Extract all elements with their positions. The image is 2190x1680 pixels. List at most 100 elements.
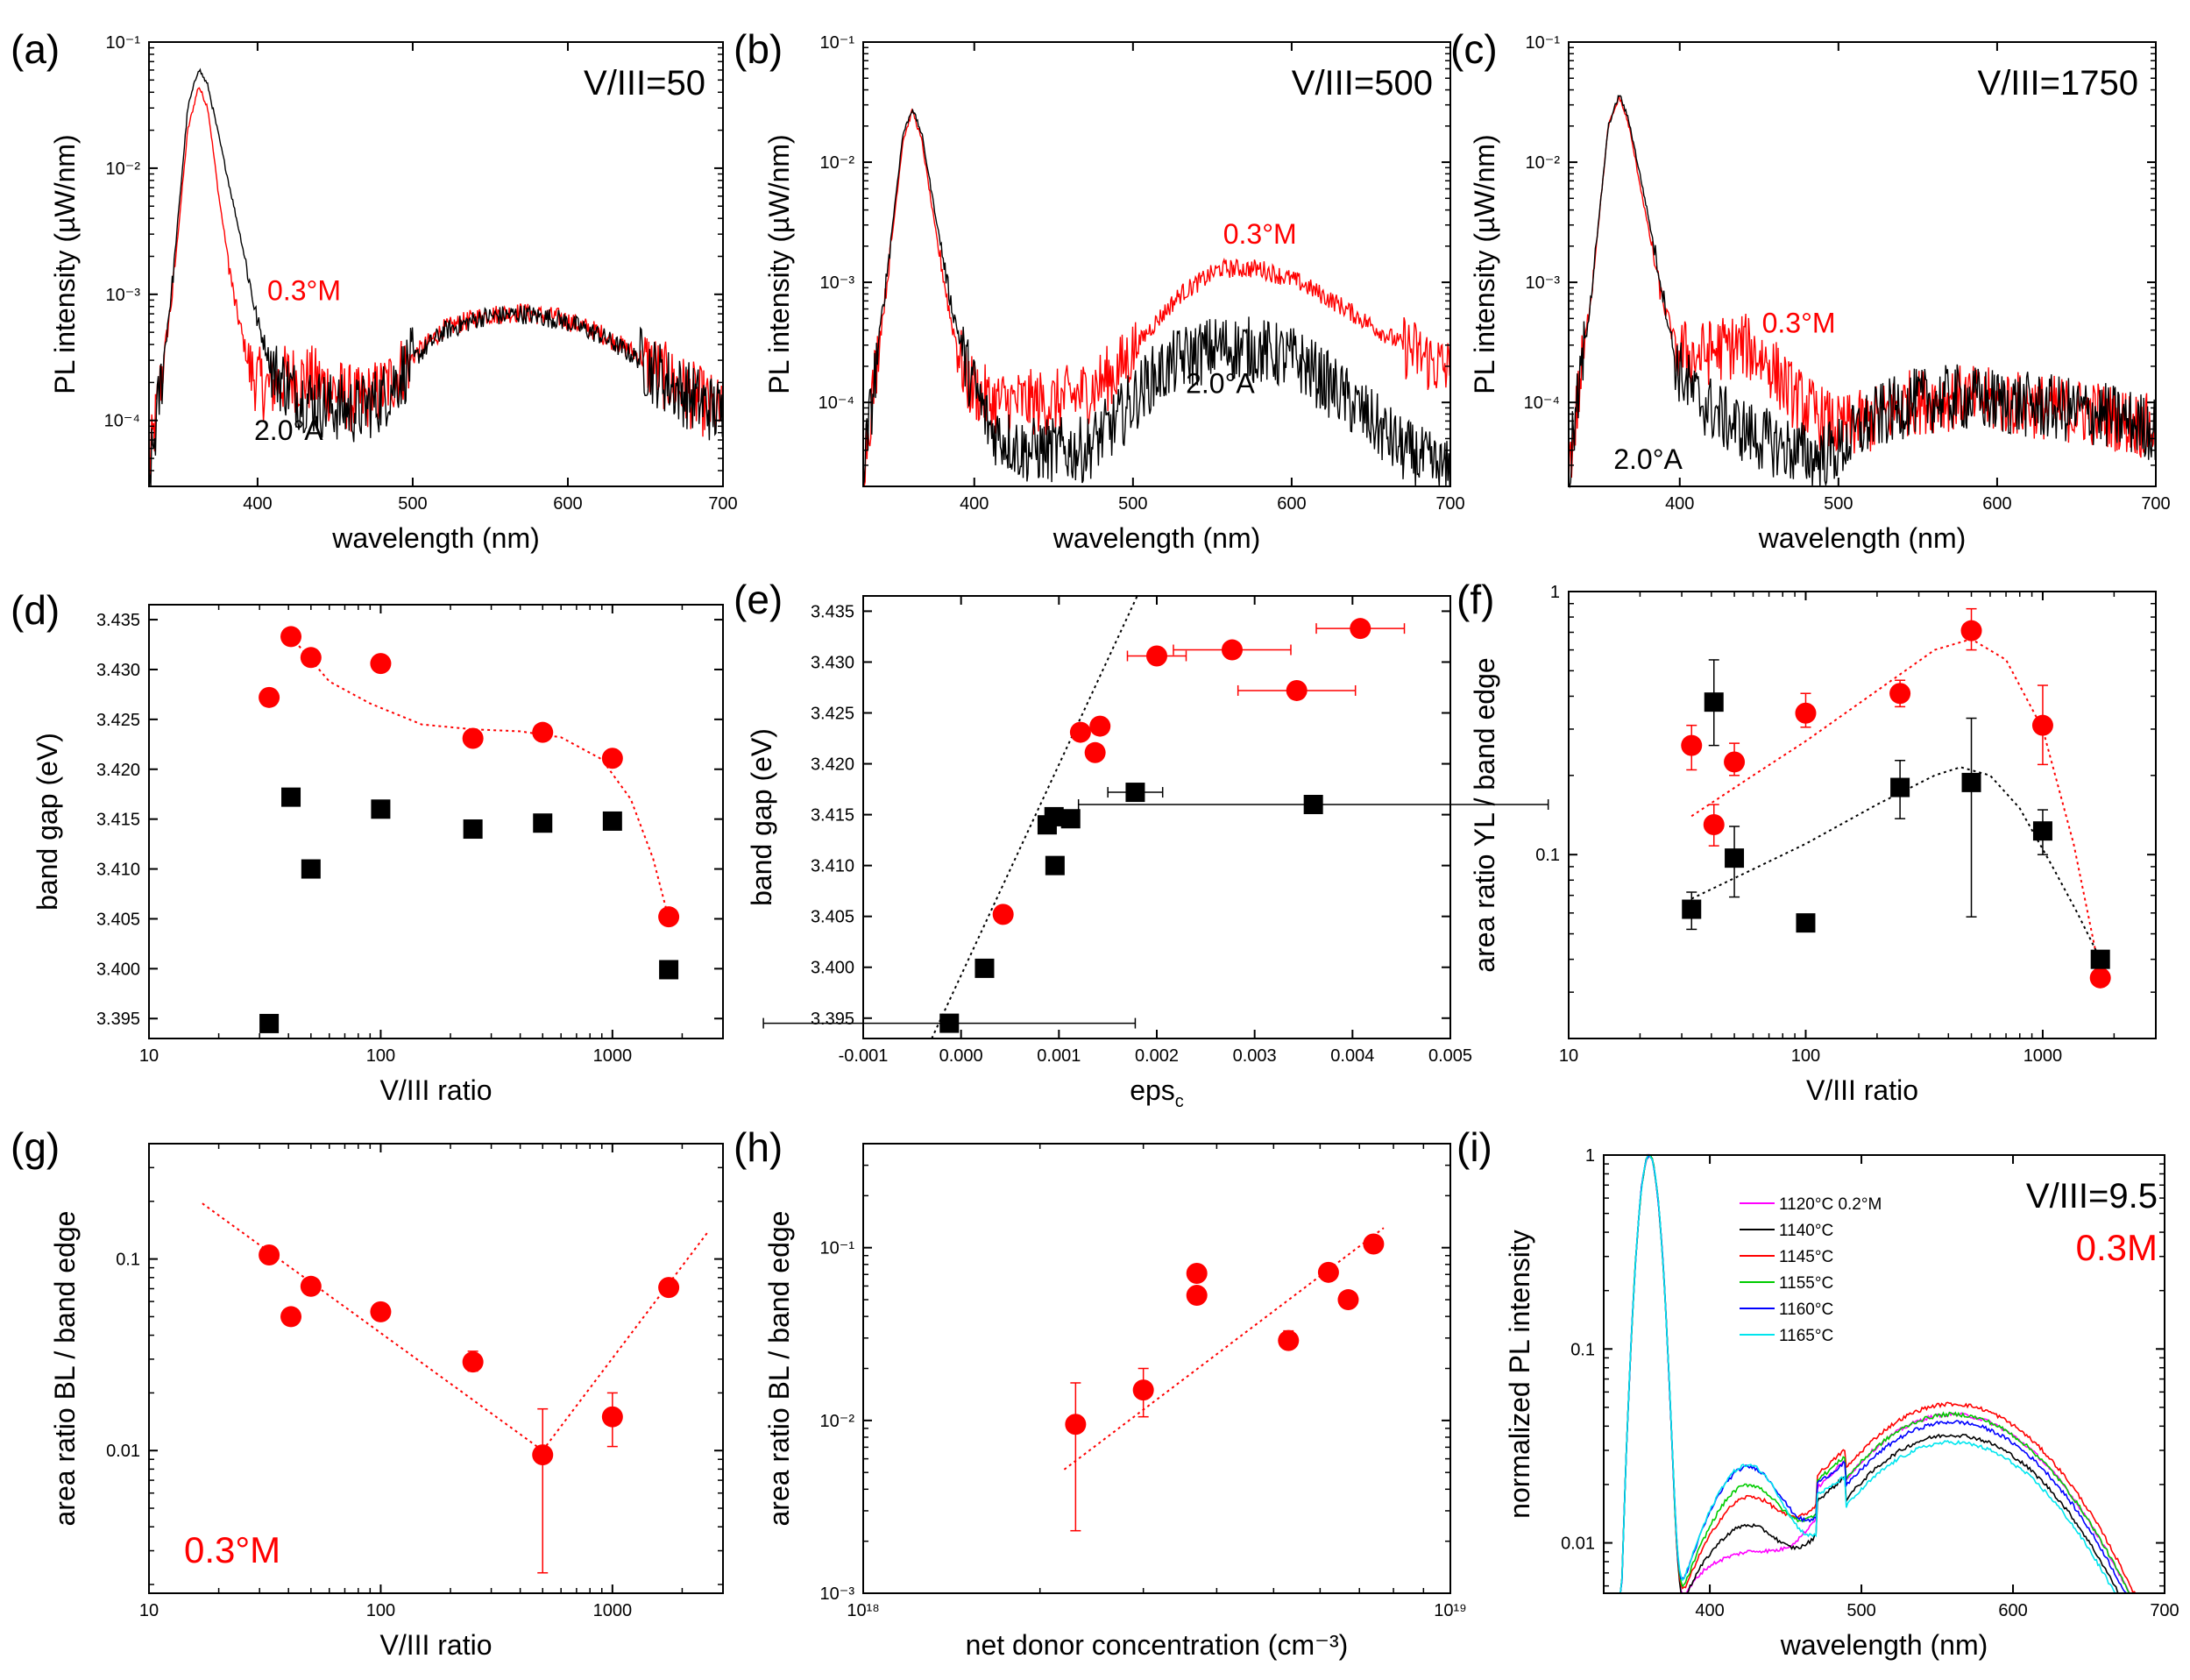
x-tick-label: 700	[708, 494, 737, 514]
data-point-square	[533, 813, 553, 833]
y-tick-label: 3.430	[96, 661, 140, 680]
data-point-square	[1725, 848, 1745, 868]
x-axis-label: V/III ratio	[379, 1074, 492, 1106]
data-point-circle	[1960, 620, 1982, 642]
y-tick-label: 3.400	[811, 959, 854, 978]
panel-label: (h)	[734, 1124, 783, 1170]
plot-frame	[862, 41, 1451, 487]
series-line	[1604, 1154, 2165, 1594]
x-tick-label: 500	[1118, 494, 1147, 514]
y-axis-label: PL intensity (µW/nm)	[49, 134, 81, 393]
y-tick-label: 3.415	[811, 806, 854, 826]
data-point-circle	[601, 748, 623, 769]
data-point-square	[602, 811, 622, 831]
y-tick-label: 0.1	[1535, 846, 1560, 865]
data-point-square	[1125, 783, 1145, 803]
y-tick-label: 1	[1585, 1146, 1595, 1166]
y-tick-label: 3.410	[811, 857, 854, 876]
data-point-square	[1044, 806, 1064, 826]
x-tick-label: 100	[1791, 1046, 1820, 1066]
y-tick-label: 10⁻⁴	[819, 393, 854, 413]
panel-g: 10 100 1000 0.01 0.1 V/III ratio area ratio BL…	[11, 1124, 724, 1661]
data-point-circle	[1795, 702, 1817, 724]
x-tick-label: 0.000	[939, 1046, 983, 1066]
data-point-circle	[992, 904, 1014, 925]
y-tick-label: 3.435	[811, 602, 854, 621]
fit-line	[290, 635, 670, 919]
data-point-square	[2032, 821, 2052, 841]
series-line-03m	[1568, 96, 2156, 487]
y-tick-label: 0.1	[1570, 1340, 1595, 1359]
y-tick-label: 3.425	[96, 711, 140, 730]
y-tick-label: 3.425	[811, 705, 854, 724]
data-point-circle	[300, 647, 322, 669]
y-tick-label: 10⁻³	[820, 1584, 855, 1604]
x-tick-label: 700	[2150, 1601, 2179, 1620]
y-tick-label: 3.400	[96, 960, 140, 979]
plot-frame	[1568, 41, 2157, 487]
y-tick-label: 3.395	[811, 1010, 854, 1029]
y-axis-label: band gap (eV)	[746, 728, 777, 906]
plot-frame	[148, 41, 724, 487]
data-point-square	[1303, 794, 1323, 814]
y-tick-label: 3.395	[96, 1010, 140, 1029]
series-line	[1604, 1153, 2165, 1594]
x-axis-label: wavelength (nm)	[331, 522, 540, 554]
data-point-square	[259, 1013, 280, 1033]
data-point-square	[975, 958, 995, 978]
x-axis-label: V/III ratio	[1806, 1074, 1918, 1106]
panel-label: (e)	[734, 577, 783, 622]
data-point-circle	[1186, 1285, 1208, 1307]
x-tick-label: 10	[139, 1046, 159, 1066]
legend-label: 1145°C	[1779, 1248, 1833, 1266]
panel-d: 10 100 1000 3.395 3.400 3.405 3.410 3.415 3.420 3…	[11, 587, 724, 1106]
y-tick-label: 10⁻²	[1526, 153, 1561, 173]
legend-label: 1140°C	[1779, 1222, 1833, 1240]
x-axis-label: epsc	[1130, 1074, 1184, 1111]
y-tick-label: 3.405	[811, 908, 854, 927]
data-point-circle	[1681, 734, 1703, 756]
x-tick-label: 700	[2141, 494, 2170, 514]
panel-h: 10¹⁸ 10¹⁹ 10⁻³ 10⁻² 10⁻¹ net donor concentrat…	[734, 1124, 1467, 1661]
x-tick-label: 100	[366, 1046, 395, 1066]
x-tick-label: 500	[1824, 494, 1853, 514]
panel-subtitle: 0.3M	[2076, 1227, 2158, 1268]
data-point-circle	[370, 653, 392, 675]
series-line	[1604, 1153, 2165, 1594]
plot-frame	[1603, 1154, 2165, 1594]
annotation-label: 0.3°M	[1223, 218, 1297, 250]
fit-line	[1690, 638, 2101, 975]
series-line-20a	[148, 67, 723, 487]
data-point-circle	[370, 1301, 392, 1322]
x-tick-label: 10¹⁹	[1434, 1601, 1466, 1620]
x-tick-label: 10	[139, 1601, 159, 1620]
y-tick-label: 10⁻³	[820, 273, 855, 293]
legend-label: 1120°C 0.2°M	[1779, 1195, 1882, 1214]
data-point-circle	[300, 1275, 322, 1297]
x-axis-label: wavelength (nm)	[1052, 522, 1261, 554]
data-point-circle	[658, 1277, 680, 1299]
data-point-circle	[532, 1444, 554, 1466]
data-point-circle	[462, 727, 484, 749]
panel-label: (i)	[1456, 1124, 1492, 1170]
data-point-circle	[1186, 1263, 1208, 1285]
y-tick-label: 0.1	[116, 1251, 140, 1270]
fit-line	[202, 1202, 543, 1452]
panel-title: V/III=1750	[1978, 64, 2138, 103]
panel-label: (b)	[734, 26, 783, 72]
x-tick-label: 1000	[2023, 1046, 2063, 1066]
y-tick-label: 10⁻⁴	[1524, 393, 1560, 413]
panel-f: 10 100 1000 0.1 1 V/III ratio area ratio YL / …	[1456, 577, 2157, 1106]
annotation-label: 2.0°A	[254, 415, 323, 446]
data-point-circle	[1132, 1379, 1154, 1401]
data-point-square	[659, 960, 679, 980]
x-tick-label: 600	[1998, 1601, 2027, 1620]
y-tick-label: 1	[1550, 583, 1560, 602]
fit-line	[931, 595, 1138, 1039]
plot-frame	[862, 1143, 1451, 1594]
data-point-square	[281, 787, 301, 807]
x-tick-label: 0.001	[1037, 1046, 1081, 1066]
data-point-square	[2090, 949, 2110, 969]
y-tick-label: 3.410	[96, 861, 140, 880]
panel-c: 400 500 600 700 10⁻⁴ 10⁻³ 10⁻² 10⁻¹ wavelength (…	[1450, 26, 2171, 554]
